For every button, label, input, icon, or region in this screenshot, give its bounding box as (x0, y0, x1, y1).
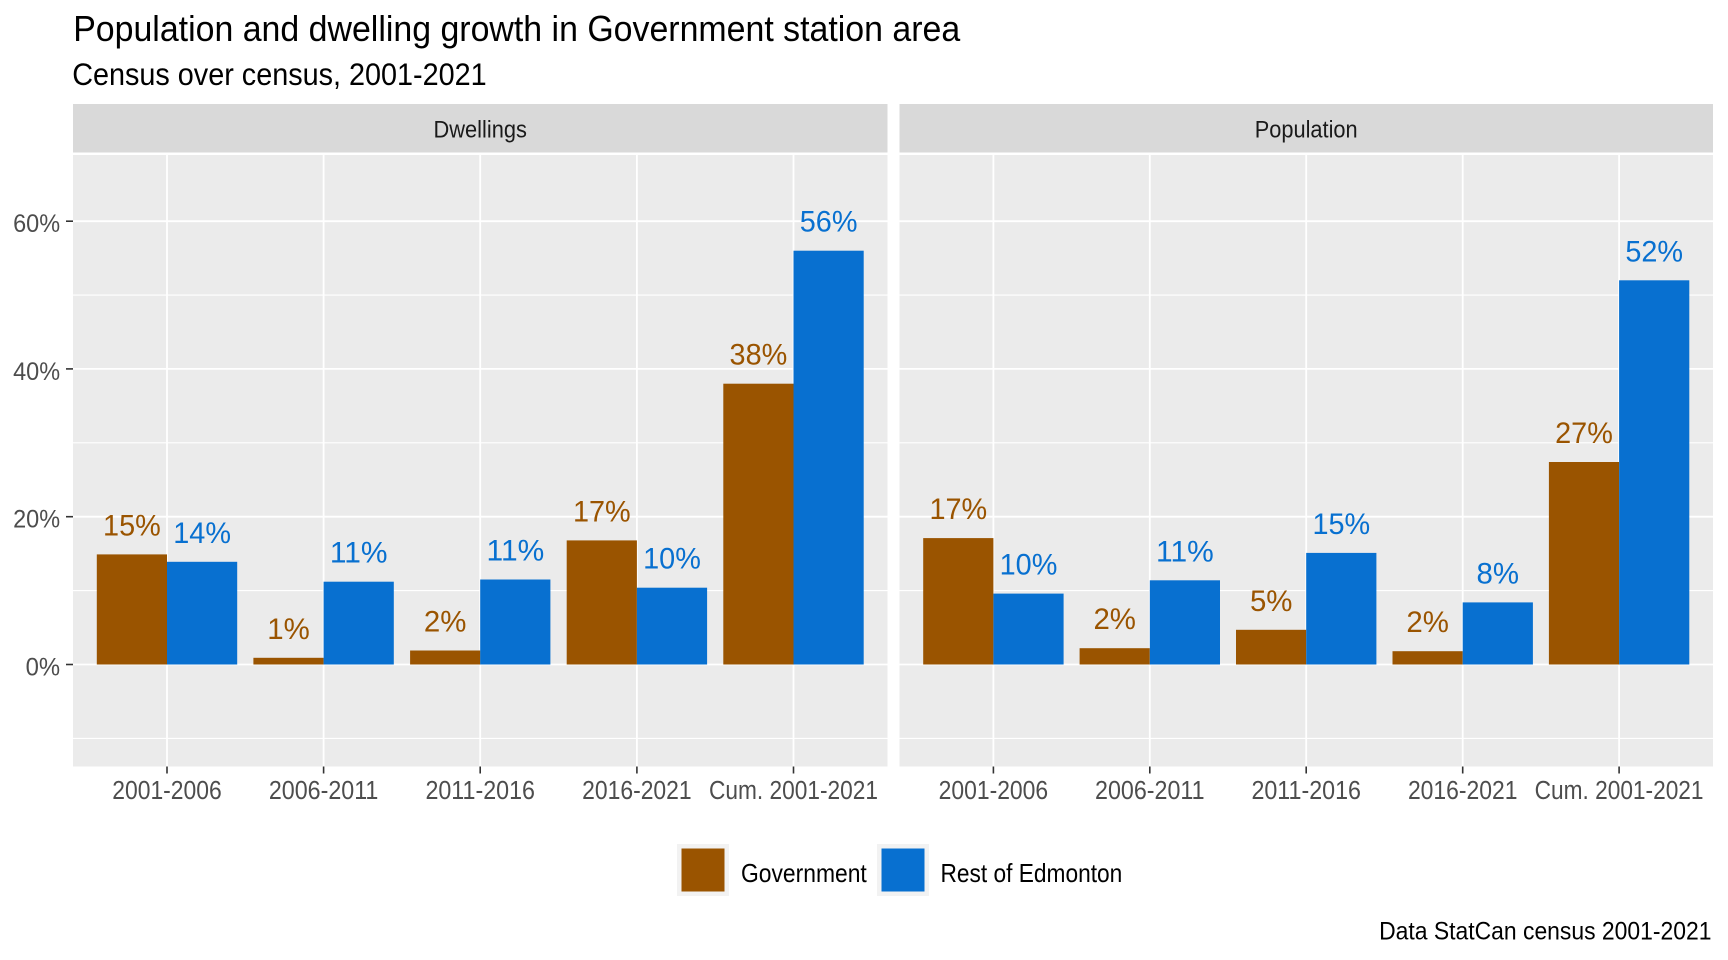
svg-text:2%: 2% (1093, 603, 1136, 636)
svg-text:8%: 8% (1477, 557, 1520, 590)
svg-text:Population and dwelling growth: Population and dwelling growth in Govern… (73, 8, 961, 49)
svg-text:2016-2021: 2016-2021 (1408, 777, 1518, 805)
svg-text:Population: Population (1255, 117, 1358, 144)
svg-text:Dwellings: Dwellings (434, 117, 527, 144)
svg-text:2011-2016: 2011-2016 (425, 777, 535, 805)
svg-text:5%: 5% (1250, 585, 1293, 618)
svg-text:20%: 20% (13, 506, 60, 534)
svg-text:2001-2006: 2001-2006 (112, 777, 222, 805)
svg-text:2%: 2% (1406, 606, 1449, 639)
svg-text:56%: 56% (800, 206, 858, 239)
svg-text:2016-2021: 2016-2021 (582, 777, 692, 805)
svg-text:10%: 10% (643, 543, 701, 576)
svg-text:Data StatCan census 2001-2021: Data StatCan census 2001-2021 (1379, 918, 1711, 946)
svg-text:14%: 14% (173, 517, 231, 550)
svg-text:38%: 38% (730, 339, 788, 372)
svg-text:17%: 17% (573, 495, 631, 528)
svg-text:2011-2016: 2011-2016 (1251, 777, 1361, 805)
svg-text:0%: 0% (26, 654, 61, 682)
svg-text:10%: 10% (1000, 549, 1058, 582)
svg-text:15%: 15% (103, 509, 161, 542)
svg-text:2006-2011: 2006-2011 (269, 777, 379, 805)
svg-text:60%: 60% (13, 210, 60, 238)
svg-text:Cum. 2001-2021: Cum. 2001-2021 (709, 777, 878, 805)
svg-text:Cum. 2001-2021: Cum. 2001-2021 (1535, 777, 1704, 805)
svg-text:40%: 40% (13, 358, 60, 386)
svg-text:2%: 2% (424, 606, 467, 639)
svg-text:Census over census, 2001-2021: Census over census, 2001-2021 (72, 56, 487, 92)
svg-text:15%: 15% (1312, 508, 1370, 541)
svg-text:1%: 1% (267, 613, 310, 646)
svg-text:11%: 11% (1156, 535, 1214, 568)
svg-text:2001-2006: 2001-2006 (939, 777, 1049, 805)
svg-text:2006-2011: 2006-2011 (1095, 777, 1205, 805)
svg-text:27%: 27% (1555, 417, 1613, 450)
svg-text:Rest of Edmonton: Rest of Edmonton (941, 858, 1123, 888)
svg-text:52%: 52% (1625, 235, 1683, 268)
svg-text:11%: 11% (330, 537, 388, 570)
svg-text:Government: Government (741, 858, 867, 888)
svg-text:11%: 11% (487, 535, 545, 568)
svg-text:17%: 17% (929, 493, 987, 526)
